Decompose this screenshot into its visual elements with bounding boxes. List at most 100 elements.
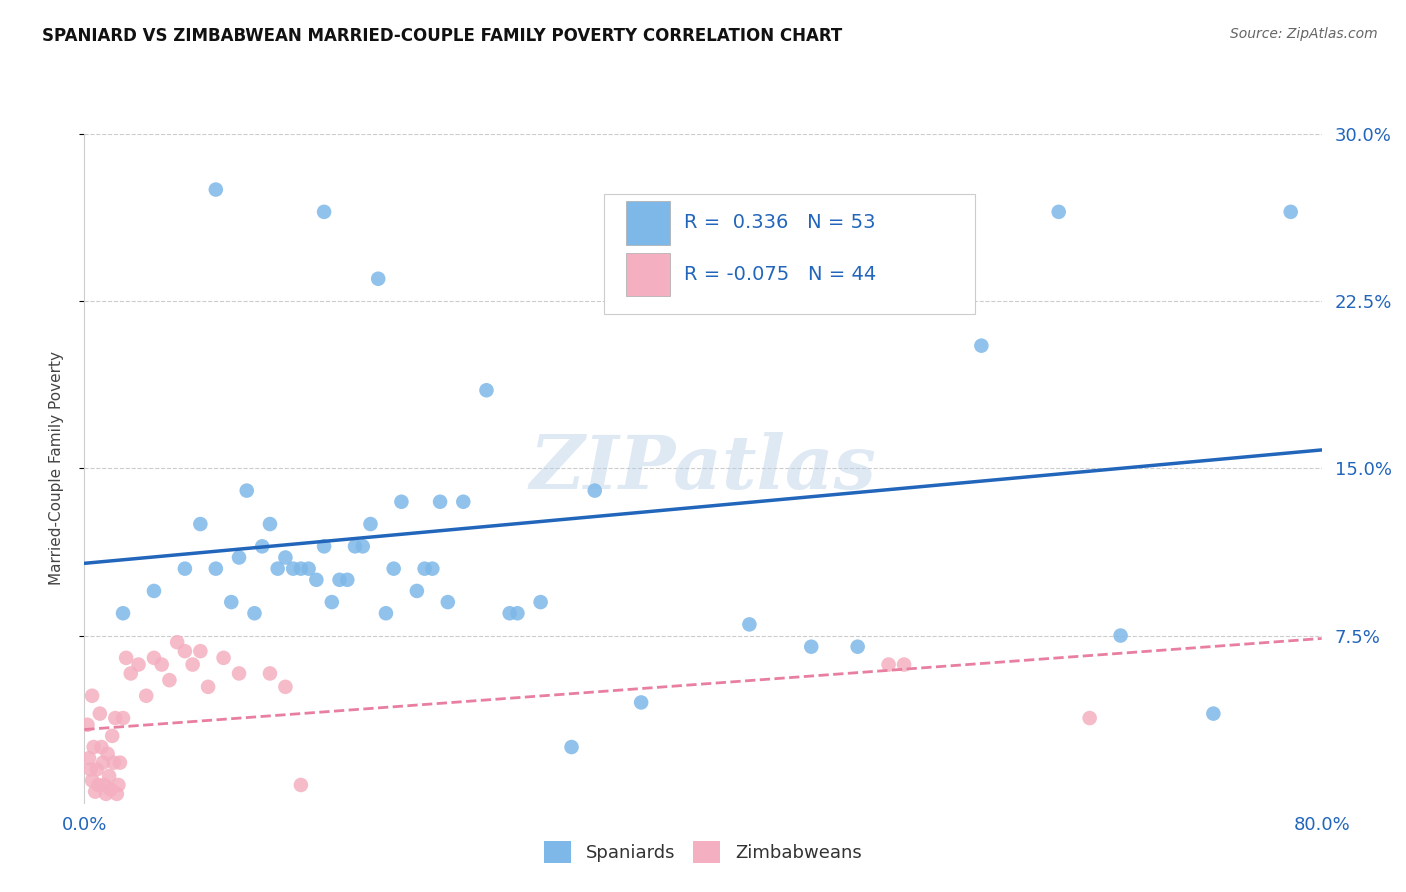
Point	[128, 657, 150, 672]
Point	[375, 607, 398, 621]
Point	[188, 517, 212, 532]
Point	[290, 562, 312, 576]
Point	[1202, 706, 1225, 721]
FancyBboxPatch shape	[605, 194, 976, 315]
Point	[97, 747, 120, 761]
Point	[77, 751, 100, 765]
Point	[274, 680, 297, 694]
Point	[453, 494, 475, 508]
Point	[877, 657, 900, 672]
Point	[197, 680, 219, 694]
Point	[382, 562, 405, 576]
Point	[267, 562, 290, 576]
Point	[98, 769, 121, 783]
Point	[561, 740, 583, 755]
Point	[422, 562, 444, 576]
Point	[212, 651, 235, 665]
Point	[406, 584, 429, 599]
Point	[115, 651, 138, 665]
Point	[321, 595, 343, 609]
Point	[499, 607, 522, 621]
Point	[1047, 205, 1070, 219]
Point	[228, 666, 250, 681]
Point	[314, 539, 336, 553]
Point	[583, 483, 606, 498]
Point	[329, 573, 352, 587]
FancyBboxPatch shape	[626, 253, 669, 296]
Point	[530, 595, 553, 609]
Point	[188, 644, 212, 658]
Point	[437, 595, 460, 609]
Text: R =  0.336   N = 53: R = 0.336 N = 53	[685, 213, 876, 232]
Point	[228, 550, 250, 565]
Point	[429, 494, 451, 508]
Point	[108, 756, 131, 770]
Legend: Spaniards, Zimbabweans: Spaniards, Zimbabweans	[537, 834, 869, 871]
Point	[79, 762, 101, 776]
Point	[150, 657, 173, 672]
Point	[283, 562, 305, 576]
Point	[274, 550, 297, 565]
Text: Source: ZipAtlas.com: Source: ZipAtlas.com	[1230, 27, 1378, 41]
Point	[630, 696, 652, 710]
Point	[367, 272, 389, 286]
Point	[676, 294, 699, 309]
Point	[100, 782, 122, 797]
Point	[101, 729, 124, 743]
Point	[243, 607, 266, 621]
Point	[1279, 205, 1302, 219]
Point	[93, 778, 115, 792]
Point	[506, 607, 529, 621]
Point	[305, 573, 328, 587]
Point	[86, 762, 108, 776]
Point	[159, 673, 181, 688]
Text: ZIPatlas: ZIPatlas	[530, 432, 876, 505]
FancyBboxPatch shape	[626, 201, 669, 244]
Text: SPANIARD VS ZIMBABWEAN MARRIED-COUPLE FAMILY POVERTY CORRELATION CHART: SPANIARD VS ZIMBABWEAN MARRIED-COUPLE FA…	[42, 27, 842, 45]
Point	[738, 617, 761, 632]
Point	[336, 573, 359, 587]
Point	[82, 773, 104, 788]
Point	[1078, 711, 1101, 725]
Point	[205, 562, 228, 576]
Point	[259, 666, 281, 681]
Point	[166, 635, 188, 649]
Point	[413, 562, 436, 576]
Point	[107, 778, 129, 792]
Point	[314, 205, 336, 219]
Point	[112, 711, 135, 725]
Point	[84, 785, 107, 799]
Point	[1109, 628, 1132, 642]
Text: R = -0.075   N = 44: R = -0.075 N = 44	[685, 265, 877, 285]
Point	[800, 640, 823, 654]
Point	[475, 384, 498, 398]
Point	[846, 640, 869, 654]
Point	[120, 666, 142, 681]
Point	[236, 483, 259, 498]
Point	[344, 539, 367, 553]
Point	[252, 539, 274, 553]
Y-axis label: Married-Couple Family Poverty: Married-Couple Family Poverty	[49, 351, 63, 585]
Point	[174, 562, 197, 576]
Point	[87, 778, 110, 792]
Point	[174, 644, 197, 658]
Point	[360, 517, 382, 532]
Point	[83, 740, 105, 755]
Point	[221, 595, 243, 609]
Point	[290, 778, 312, 792]
Point	[143, 584, 166, 599]
Point	[893, 657, 915, 672]
Point	[135, 689, 157, 703]
Point	[908, 250, 931, 264]
Point	[970, 339, 993, 353]
Point	[103, 756, 125, 770]
Point	[76, 717, 98, 731]
Point	[143, 651, 166, 665]
Point	[89, 706, 111, 721]
Point	[112, 607, 135, 621]
Point	[205, 183, 228, 197]
Point	[391, 494, 413, 508]
Point	[91, 756, 114, 770]
Point	[181, 657, 204, 672]
Point	[259, 517, 281, 532]
